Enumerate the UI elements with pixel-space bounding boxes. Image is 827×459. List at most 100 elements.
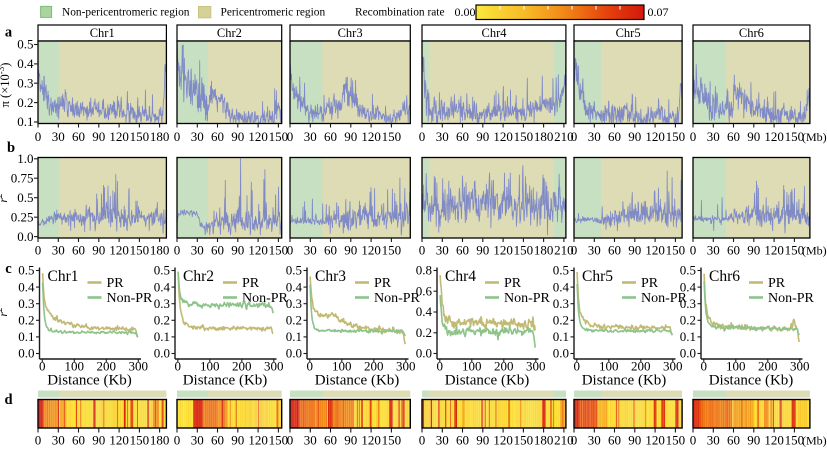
svg-text:90: 90 bbox=[344, 129, 357, 144]
svg-text:210: 210 bbox=[554, 129, 574, 144]
svg-text:60: 60 bbox=[727, 433, 740, 448]
svg-text:Chr2: Chr2 bbox=[183, 268, 214, 285]
svg-text:60: 60 bbox=[727, 243, 740, 258]
svg-text:30: 30 bbox=[191, 433, 204, 448]
svg-text:30: 30 bbox=[588, 433, 601, 448]
svg-text:Chr4: Chr4 bbox=[482, 26, 508, 40]
svg-text:90: 90 bbox=[92, 243, 105, 258]
svg-text:120: 120 bbox=[109, 243, 129, 258]
svg-text:Non-PR: Non-PR bbox=[107, 291, 154, 306]
svg-text:200: 200 bbox=[631, 359, 651, 374]
svg-text:0.4: 0.4 bbox=[154, 279, 171, 294]
svg-text:180: 180 bbox=[150, 243, 170, 258]
svg-text:30: 30 bbox=[707, 433, 720, 448]
svg-text:90: 90 bbox=[231, 129, 244, 144]
svg-text:Non-PR: Non-PR bbox=[768, 291, 815, 306]
svg-text:30: 30 bbox=[304, 433, 317, 448]
svg-text:0.0: 0.0 bbox=[416, 346, 432, 361]
svg-text:150: 150 bbox=[382, 243, 402, 258]
svg-text:0.0: 0.0 bbox=[680, 346, 696, 361]
svg-text:0.4: 0.4 bbox=[18, 279, 35, 294]
svg-text:0.1: 0.1 bbox=[286, 329, 302, 344]
svg-text:Non-pericentromeric region: Non-pericentromeric region bbox=[62, 7, 190, 19]
svg-text:0: 0 bbox=[574, 359, 581, 374]
svg-text:120: 120 bbox=[764, 129, 784, 144]
svg-text:0.2: 0.2 bbox=[286, 313, 302, 328]
svg-text:PR: PR bbox=[107, 276, 125, 291]
svg-text:0: 0 bbox=[307, 359, 314, 374]
svg-text:30: 30 bbox=[707, 129, 720, 144]
svg-text:200: 200 bbox=[494, 359, 514, 374]
svg-text:60: 60 bbox=[72, 243, 85, 258]
svg-text:150: 150 bbox=[130, 433, 150, 448]
svg-text:120: 120 bbox=[645, 433, 665, 448]
svg-text:100: 100 bbox=[462, 359, 482, 374]
svg-text:120: 120 bbox=[764, 243, 784, 258]
svg-text:30: 30 bbox=[304, 243, 317, 258]
svg-text:0.2: 0.2 bbox=[154, 313, 170, 328]
svg-text:Chr5: Chr5 bbox=[582, 268, 613, 285]
svg-text:0: 0 bbox=[35, 129, 42, 144]
svg-text:0: 0 bbox=[419, 243, 426, 258]
svg-text:0.5: 0.5 bbox=[680, 263, 696, 278]
svg-text:30: 30 bbox=[52, 433, 65, 448]
svg-text:0.0: 0.0 bbox=[18, 346, 34, 361]
svg-text:Chr2: Chr2 bbox=[217, 26, 242, 40]
svg-text:0.0: 0.0 bbox=[154, 346, 170, 361]
svg-text:0.5: 0.5 bbox=[18, 263, 34, 278]
svg-text:PR: PR bbox=[768, 276, 786, 291]
svg-text:0.4: 0.4 bbox=[553, 279, 570, 294]
svg-text:150: 150 bbox=[785, 433, 805, 448]
svg-text:Chr3: Chr3 bbox=[338, 26, 363, 40]
svg-text:0.5: 0.5 bbox=[17, 37, 33, 52]
svg-text:0.5: 0.5 bbox=[553, 263, 569, 278]
svg-text:0.4: 0.4 bbox=[416, 304, 433, 319]
svg-text:90: 90 bbox=[476, 129, 489, 144]
svg-text:0.75: 0.75 bbox=[11, 170, 34, 185]
svg-text:60: 60 bbox=[608, 433, 621, 448]
svg-text:0.1: 0.1 bbox=[680, 329, 696, 344]
svg-text:210: 210 bbox=[554, 243, 574, 258]
svg-text:150: 150 bbox=[666, 433, 686, 448]
svg-text:Chr3: Chr3 bbox=[315, 268, 346, 285]
svg-text:120: 120 bbox=[109, 433, 129, 448]
svg-text:0: 0 bbox=[571, 243, 578, 258]
svg-text:Pericentromeric region: Pericentromeric region bbox=[221, 7, 326, 19]
svg-text:0: 0 bbox=[571, 129, 578, 144]
svg-text:0.5: 0.5 bbox=[154, 263, 170, 278]
svg-text:(Mb): (Mb) bbox=[802, 244, 827, 258]
svg-text:120: 120 bbox=[248, 433, 268, 448]
svg-text:0: 0 bbox=[571, 433, 578, 448]
svg-text:0: 0 bbox=[287, 129, 294, 144]
svg-text:90: 90 bbox=[628, 433, 641, 448]
svg-text:(Mb): (Mb) bbox=[802, 130, 827, 144]
svg-text:0.07: 0.07 bbox=[648, 5, 669, 19]
svg-text:0.1: 0.1 bbox=[553, 329, 569, 344]
svg-text:150: 150 bbox=[785, 243, 805, 258]
svg-text:0: 0 bbox=[437, 359, 444, 374]
svg-text:120: 120 bbox=[493, 243, 513, 258]
svg-text:0.8: 0.8 bbox=[416, 263, 432, 278]
svg-text:150: 150 bbox=[785, 129, 805, 144]
svg-text:90: 90 bbox=[231, 433, 244, 448]
svg-text:60: 60 bbox=[324, 129, 337, 144]
svg-text:90: 90 bbox=[344, 243, 357, 258]
svg-text:60: 60 bbox=[211, 243, 224, 258]
svg-text:Non-PR: Non-PR bbox=[374, 291, 421, 306]
svg-text:PR: PR bbox=[641, 276, 659, 291]
svg-text:0: 0 bbox=[174, 129, 181, 144]
svg-text:150: 150 bbox=[666, 129, 686, 144]
svg-text:0.6: 0.6 bbox=[416, 283, 433, 298]
svg-text:150: 150 bbox=[666, 243, 686, 258]
svg-text:Chr6: Chr6 bbox=[709, 268, 740, 285]
svg-text:60: 60 bbox=[324, 243, 337, 258]
svg-text:90: 90 bbox=[92, 433, 105, 448]
svg-text:210: 210 bbox=[554, 433, 574, 448]
svg-text:a: a bbox=[5, 25, 13, 41]
svg-text:0.1: 0.1 bbox=[18, 329, 34, 344]
svg-text:90: 90 bbox=[747, 243, 760, 258]
svg-text:0.3: 0.3 bbox=[154, 296, 170, 311]
svg-text:150: 150 bbox=[269, 129, 289, 144]
svg-text:90: 90 bbox=[747, 433, 760, 448]
svg-text:100: 100 bbox=[332, 359, 352, 374]
